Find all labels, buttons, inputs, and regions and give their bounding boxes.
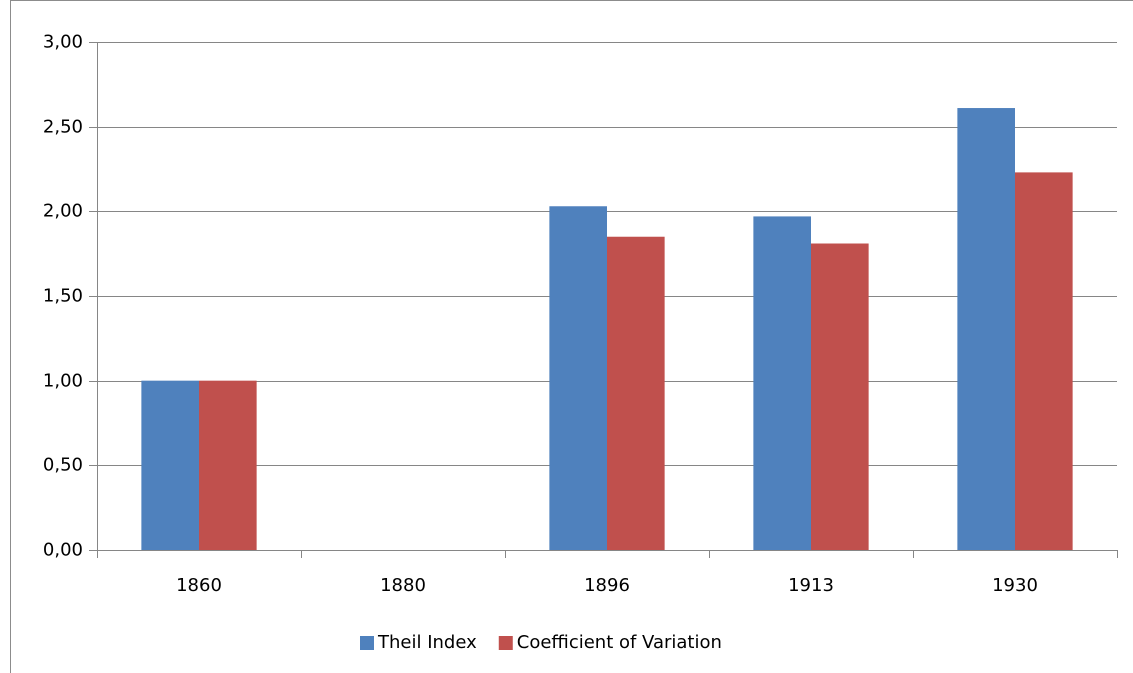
legend-swatch bbox=[498, 636, 513, 650]
y-tick-label: 2,50 bbox=[43, 117, 83, 138]
x-tick-label: 1930 bbox=[992, 575, 1038, 596]
y-tick-label: 1,50 bbox=[43, 286, 83, 307]
x-tick-label: 1913 bbox=[788, 575, 834, 596]
chart-border bbox=[10, 0, 1133, 673]
y-tick-label: 0,00 bbox=[43, 540, 83, 561]
y-tick-label: 3,00 bbox=[43, 32, 83, 53]
y-tick-label: 2,00 bbox=[43, 201, 83, 222]
bar bbox=[957, 108, 1015, 550]
legend-label: Coefficient of Variation bbox=[517, 632, 722, 653]
bar bbox=[141, 380, 199, 550]
bar bbox=[607, 236, 665, 550]
bar bbox=[199, 380, 257, 550]
bar bbox=[1015, 172, 1073, 551]
x-tick-label: 1896 bbox=[584, 575, 630, 596]
x-tick-label: 1860 bbox=[176, 575, 222, 596]
legend-label: Theil Index bbox=[377, 632, 477, 653]
bar bbox=[811, 243, 869, 551]
bar bbox=[549, 206, 607, 550]
x-tick-label: 1880 bbox=[380, 575, 426, 596]
legend-swatch bbox=[360, 636, 374, 650]
bar bbox=[753, 216, 811, 550]
y-tick-label: 0,50 bbox=[43, 455, 83, 476]
y-tick-label: 1,00 bbox=[43, 371, 83, 392]
